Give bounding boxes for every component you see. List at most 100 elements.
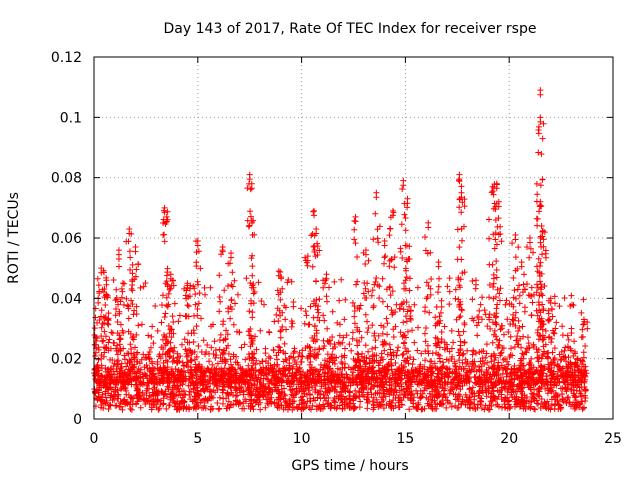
data-point — [275, 367, 282, 374]
data-point — [354, 374, 361, 381]
data-point — [211, 338, 218, 345]
data-point — [379, 275, 386, 282]
data-point — [462, 373, 469, 380]
data-point — [128, 345, 135, 352]
data-point — [525, 384, 532, 391]
data-point — [171, 403, 178, 410]
data-point — [548, 387, 555, 394]
data-point — [352, 218, 359, 225]
data-point — [316, 402, 323, 409]
data-point — [396, 397, 403, 404]
data-point — [401, 339, 408, 346]
data-point — [309, 263, 316, 270]
data-point — [232, 300, 239, 307]
data-point — [433, 304, 440, 311]
data-point — [128, 285, 135, 292]
data-point — [584, 325, 591, 332]
data-point — [580, 404, 587, 411]
data-point — [561, 294, 568, 301]
data-point — [169, 313, 176, 320]
data-point — [381, 242, 388, 249]
data-point — [455, 391, 462, 398]
data-point — [516, 282, 523, 289]
data-point — [410, 403, 417, 410]
data-point — [395, 370, 402, 377]
data-point — [253, 386, 260, 393]
data-point — [458, 400, 465, 407]
data-point — [375, 239, 382, 246]
data-point — [537, 278, 544, 285]
data-point — [387, 402, 394, 409]
data-point — [298, 305, 305, 312]
data-point — [133, 303, 140, 310]
data-point — [396, 383, 403, 390]
data-point — [278, 402, 285, 409]
data-point — [141, 364, 148, 371]
data-point — [538, 395, 545, 402]
data-point — [358, 353, 365, 360]
data-point — [262, 404, 269, 411]
data-point — [293, 369, 300, 376]
data-point — [435, 263, 442, 270]
data-point — [240, 391, 247, 398]
data-point — [421, 233, 428, 240]
data-point — [403, 318, 410, 325]
data-point — [231, 277, 238, 284]
data-point — [129, 287, 136, 294]
data-point — [393, 352, 400, 359]
data-point — [149, 389, 156, 396]
data-point — [247, 208, 254, 215]
data-point — [91, 325, 98, 332]
data-point — [234, 392, 241, 399]
data-point — [535, 130, 542, 137]
data-point — [432, 314, 439, 321]
data-point — [263, 365, 270, 372]
data-point — [341, 395, 348, 402]
data-point — [291, 348, 298, 355]
data-point — [435, 370, 442, 377]
data-point — [317, 366, 324, 373]
data-point — [216, 394, 223, 401]
data-point — [100, 405, 107, 412]
data-point — [469, 351, 476, 358]
data-point — [403, 274, 410, 281]
data-point — [273, 311, 280, 318]
data-point — [202, 398, 209, 405]
data-point — [415, 324, 422, 331]
data-point — [551, 362, 558, 369]
data-point — [478, 395, 485, 402]
data-point — [133, 392, 140, 399]
data-point — [477, 301, 484, 308]
data-point — [106, 336, 113, 343]
data-point — [134, 387, 141, 394]
data-point — [209, 361, 216, 368]
x-axis-label: GPS time / hours — [291, 458, 408, 474]
data-point — [540, 236, 547, 243]
data-point — [296, 365, 303, 372]
data-point — [144, 373, 151, 380]
data-point — [102, 388, 109, 395]
data-point — [372, 337, 379, 344]
data-point — [486, 385, 493, 392]
data-point — [234, 398, 241, 405]
data-point — [362, 311, 369, 318]
data-point — [392, 395, 399, 402]
data-point — [459, 237, 466, 244]
data-point — [232, 384, 239, 391]
data-point — [119, 280, 126, 287]
x-tick-label: 0 — [90, 431, 99, 447]
data-point — [406, 406, 413, 413]
data-point — [346, 341, 353, 348]
data-point — [227, 356, 234, 363]
data-point — [530, 405, 537, 412]
data-point — [365, 348, 372, 355]
data-point — [327, 402, 334, 409]
data-point — [125, 315, 132, 322]
data-point — [548, 369, 555, 376]
data-point — [492, 354, 499, 361]
data-point — [288, 323, 295, 330]
data-point — [435, 283, 442, 290]
data-point — [486, 406, 493, 413]
data-point — [116, 403, 123, 410]
data-point — [217, 331, 224, 338]
